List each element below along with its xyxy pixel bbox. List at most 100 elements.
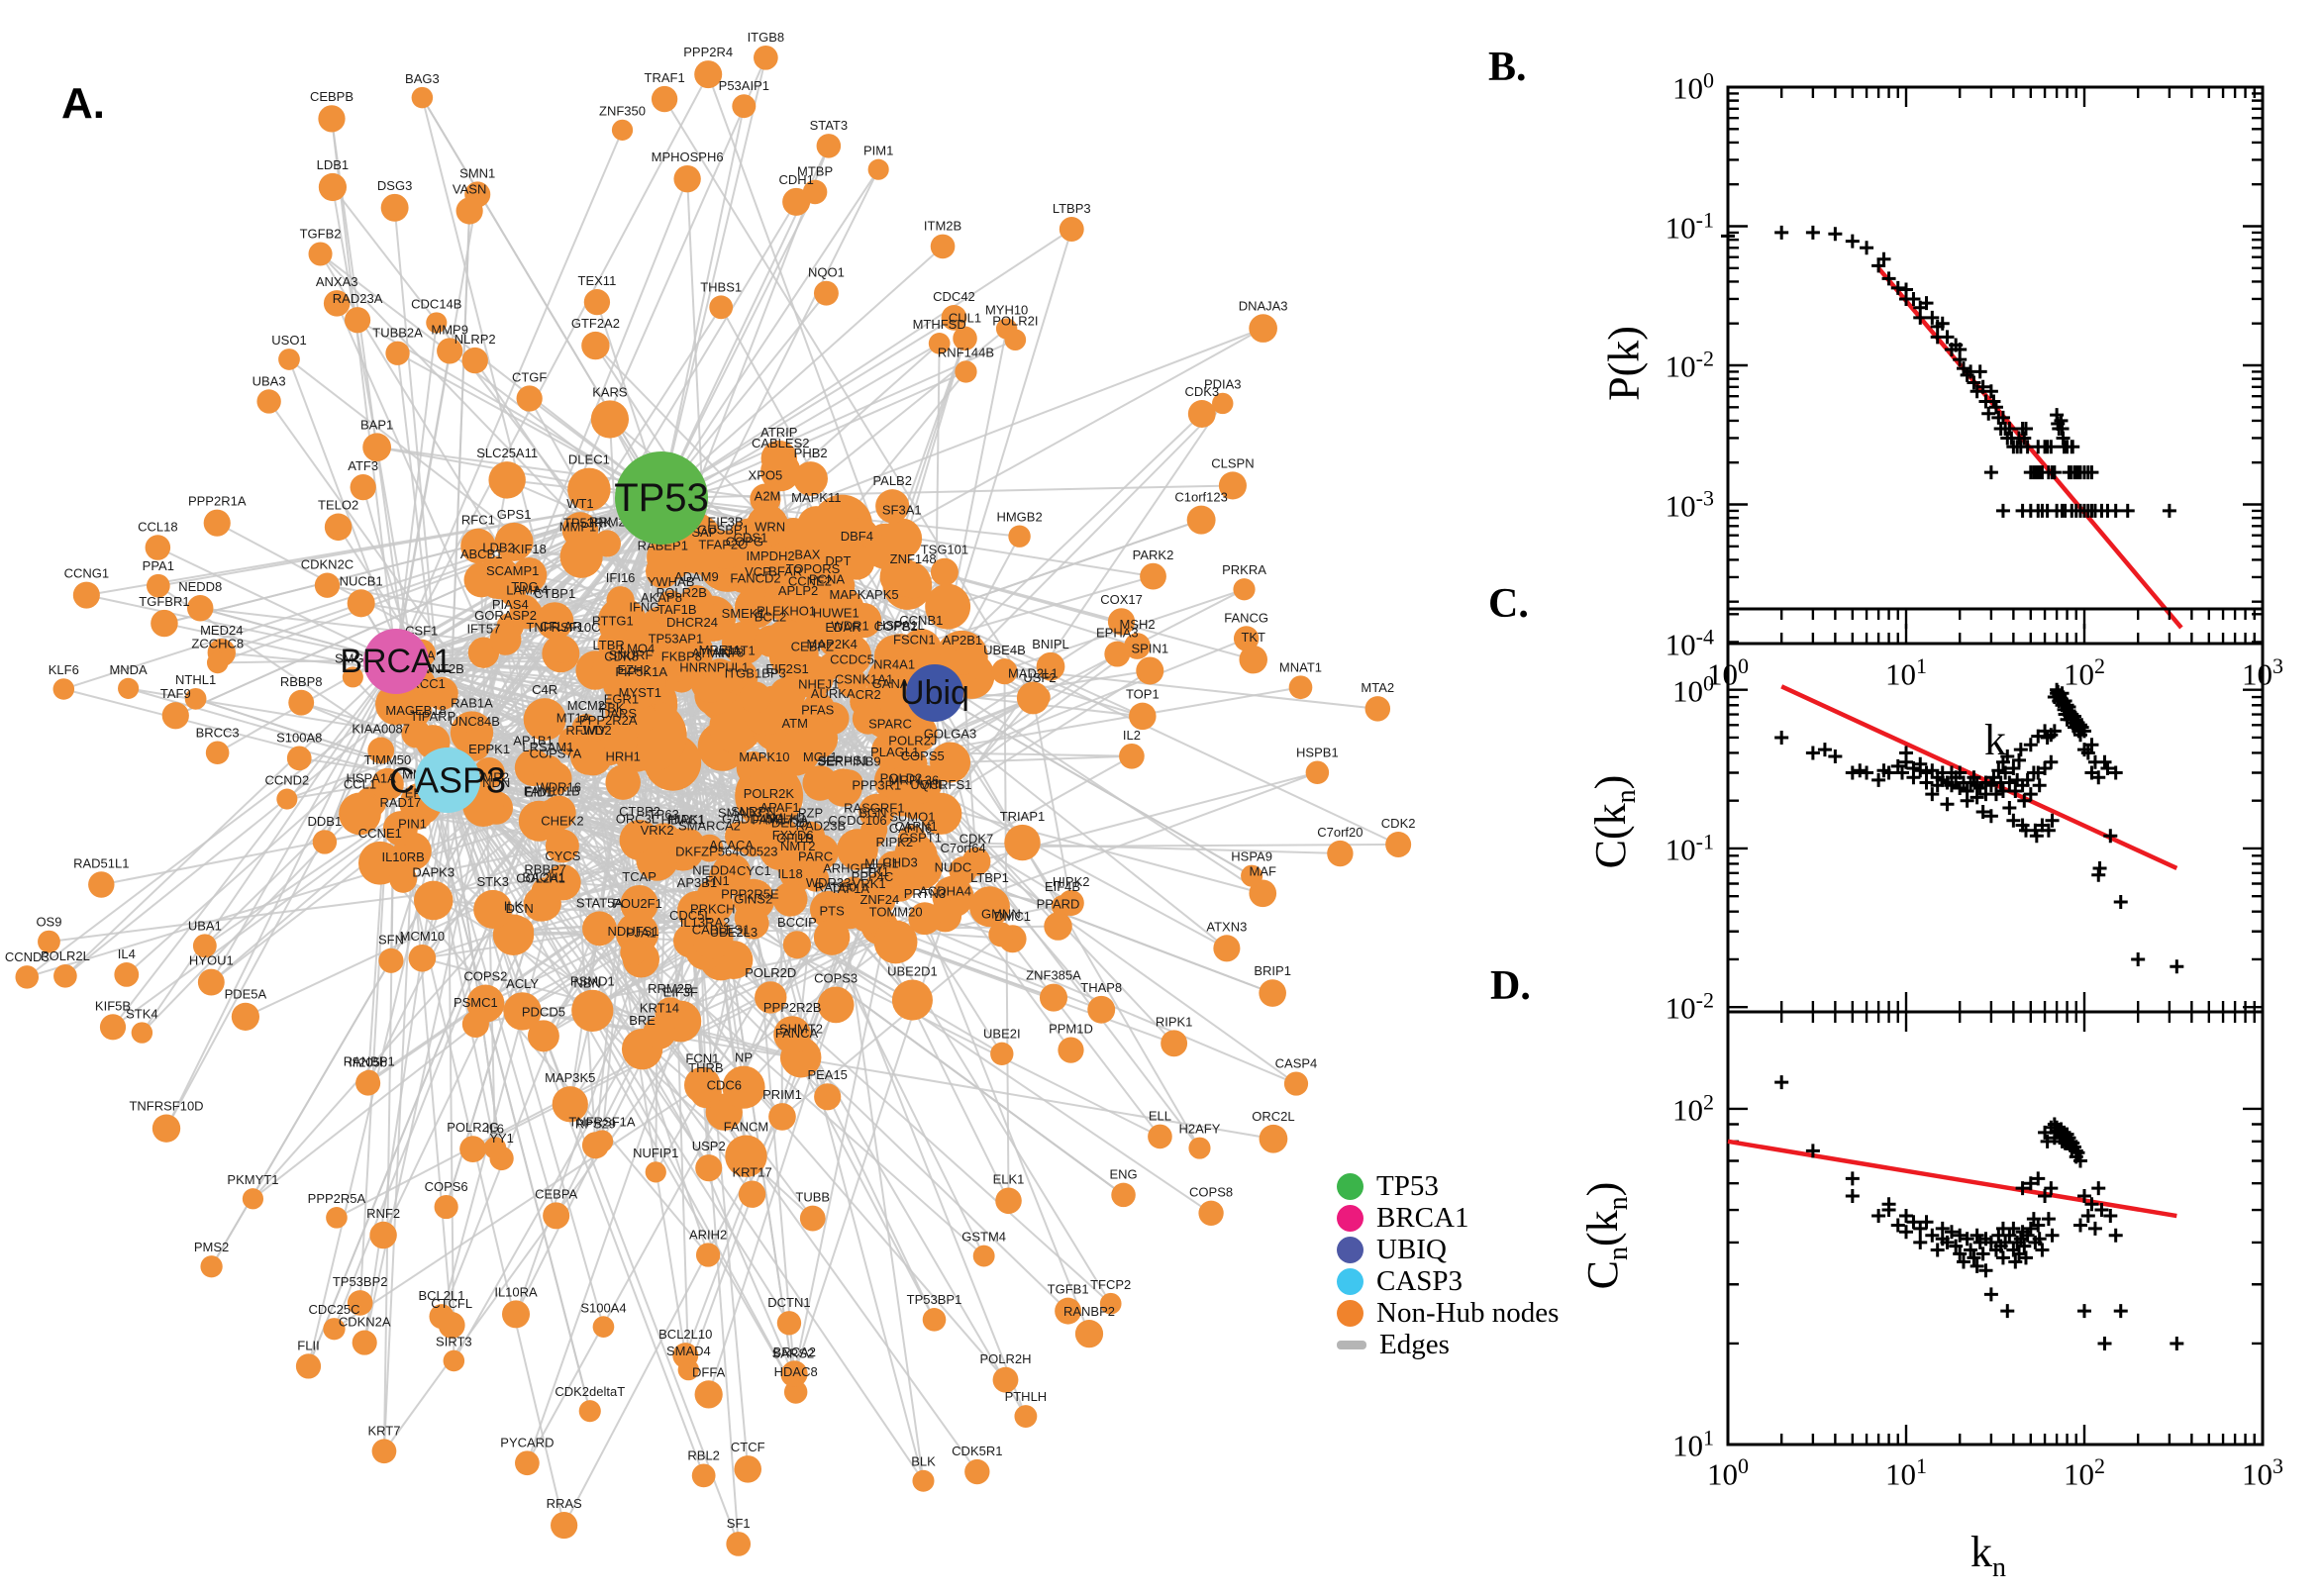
network-node[interactable] xyxy=(880,691,909,721)
network-node[interactable] xyxy=(1213,935,1241,962)
network-node[interactable] xyxy=(286,746,312,771)
network-node[interactable] xyxy=(826,635,859,668)
network-node[interactable] xyxy=(799,1205,826,1232)
network-node[interactable] xyxy=(278,349,300,370)
network-node[interactable] xyxy=(726,1532,752,1556)
network-node[interactable] xyxy=(627,680,656,709)
network-node[interactable] xyxy=(533,754,563,786)
network-node[interactable] xyxy=(1249,314,1277,343)
network-node[interactable] xyxy=(768,1103,796,1131)
network-node[interactable] xyxy=(339,792,381,836)
network-node[interactable] xyxy=(797,506,836,544)
network-node[interactable] xyxy=(802,864,830,892)
network-node[interactable] xyxy=(858,879,896,918)
network-node[interactable] xyxy=(371,767,404,801)
network-node[interactable] xyxy=(527,1020,559,1052)
network-node[interactable] xyxy=(231,1002,260,1031)
network-node[interactable] xyxy=(749,764,780,796)
network-node[interactable] xyxy=(597,629,629,660)
network-node[interactable] xyxy=(1014,1405,1038,1428)
network-node[interactable] xyxy=(990,1042,1014,1066)
network-node[interactable] xyxy=(725,821,756,852)
network-node[interactable] xyxy=(1188,1137,1211,1159)
network-node[interactable] xyxy=(1283,1071,1309,1096)
network-node[interactable] xyxy=(776,1311,802,1336)
network-node[interactable] xyxy=(694,60,723,89)
network-node[interactable] xyxy=(606,586,635,615)
network-node[interactable] xyxy=(318,172,348,202)
network-node[interactable] xyxy=(1044,912,1072,941)
network-node[interactable] xyxy=(695,1154,723,1182)
network-node[interactable] xyxy=(1004,329,1027,351)
network-node[interactable] xyxy=(38,930,60,953)
hub-node-tp53[interactable] xyxy=(615,451,708,545)
network-node[interactable] xyxy=(782,187,811,216)
network-node[interactable] xyxy=(323,290,351,317)
network-node[interactable] xyxy=(928,333,951,354)
network-node[interactable] xyxy=(314,572,341,598)
network-node[interactable] xyxy=(543,1202,570,1230)
network-node[interactable] xyxy=(626,615,663,653)
network-node[interactable] xyxy=(1148,1124,1172,1149)
network-node[interactable] xyxy=(242,1188,264,1210)
network-node[interactable] xyxy=(793,461,828,496)
network-node[interactable] xyxy=(722,1065,765,1109)
network-node[interactable] xyxy=(551,1511,578,1540)
network-node[interactable] xyxy=(920,792,962,835)
network-node[interactable] xyxy=(1119,743,1145,769)
network-node[interactable] xyxy=(256,389,281,414)
network-node[interactable] xyxy=(438,1312,465,1339)
network-node[interactable] xyxy=(389,864,418,893)
network-node[interactable] xyxy=(1305,760,1330,785)
network-node[interactable] xyxy=(908,902,942,936)
network-node[interactable] xyxy=(772,831,807,866)
network-node[interactable] xyxy=(695,1243,721,1267)
network-node[interactable] xyxy=(754,45,778,70)
network-node[interactable] xyxy=(347,589,375,618)
network-node[interactable] xyxy=(511,556,548,593)
network-node[interactable] xyxy=(1385,831,1412,857)
network-node[interactable] xyxy=(991,658,1018,685)
network-node[interactable] xyxy=(739,681,771,714)
network-node[interactable] xyxy=(873,920,918,964)
network-node[interactable] xyxy=(352,1330,377,1355)
network-node[interactable] xyxy=(206,651,229,674)
network-node[interactable] xyxy=(536,602,574,641)
network-node[interactable] xyxy=(591,652,626,687)
network-node[interactable] xyxy=(1104,641,1131,667)
network-node[interactable] xyxy=(355,1070,381,1096)
network-node[interactable] xyxy=(114,961,140,987)
network-node[interactable] xyxy=(643,1016,676,1049)
network-node[interactable] xyxy=(667,828,706,866)
network-node[interactable] xyxy=(581,331,610,360)
network-node[interactable] xyxy=(816,134,842,158)
network-node[interactable] xyxy=(1218,471,1247,500)
network-node[interactable] xyxy=(988,922,1014,948)
network-node[interactable] xyxy=(557,726,589,757)
network-node[interactable] xyxy=(324,513,353,542)
network-node[interactable] xyxy=(894,836,927,868)
network-node[interactable] xyxy=(1249,879,1277,908)
network-node[interactable] xyxy=(161,702,189,730)
network-node[interactable] xyxy=(323,1318,346,1341)
network-node[interactable] xyxy=(1233,578,1256,601)
network-node[interactable] xyxy=(583,288,611,316)
network-node[interactable] xyxy=(581,1132,609,1159)
network-node[interactable] xyxy=(443,1349,465,1372)
network-node[interactable] xyxy=(1129,702,1157,731)
network-node[interactable] xyxy=(1074,1320,1104,1348)
network-node[interactable] xyxy=(821,568,856,603)
network-node[interactable] xyxy=(891,979,933,1021)
network-node[interactable] xyxy=(755,981,787,1014)
network-node[interactable] xyxy=(1327,840,1354,867)
network-node[interactable] xyxy=(434,1194,458,1220)
network-node[interactable] xyxy=(623,700,657,735)
network-node[interactable] xyxy=(350,474,376,501)
network-node[interactable] xyxy=(408,944,437,972)
network-node[interactable] xyxy=(582,911,617,947)
network-node[interactable] xyxy=(197,968,225,996)
network-node[interactable] xyxy=(746,504,789,548)
network-node[interactable] xyxy=(922,1308,947,1332)
network-node[interactable] xyxy=(875,489,910,524)
network-node[interactable] xyxy=(1136,656,1164,685)
